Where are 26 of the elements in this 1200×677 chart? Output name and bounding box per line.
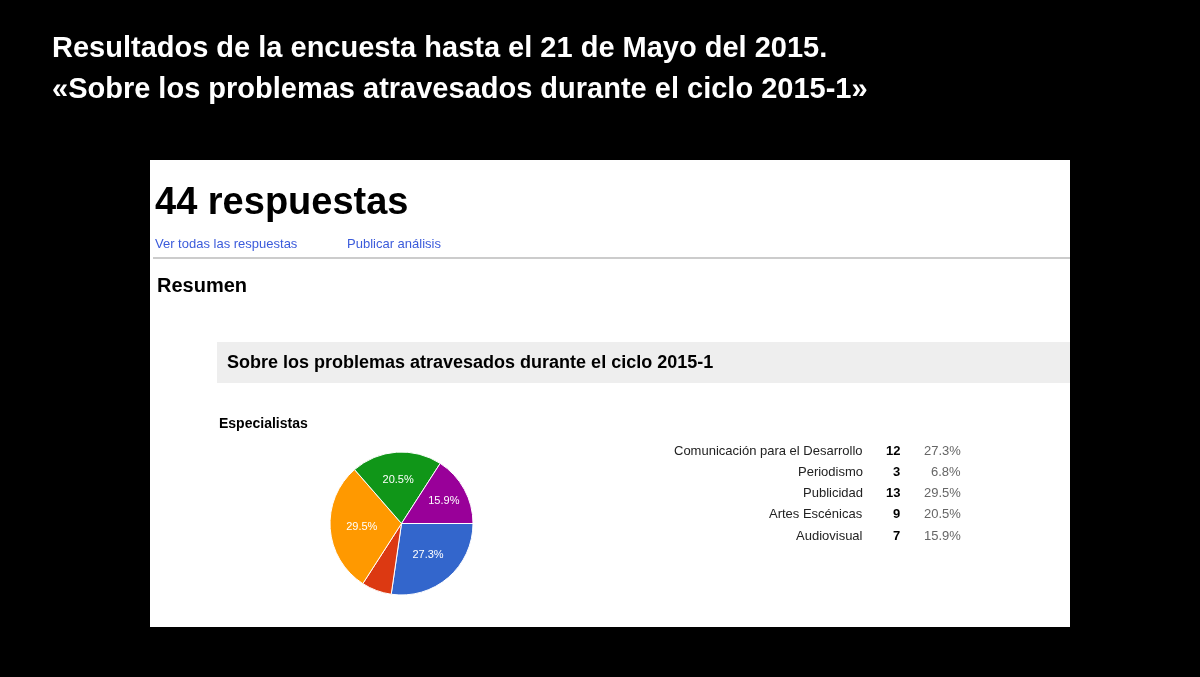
chart-subtitle: Especialistas: [219, 415, 308, 431]
text: 29.5%: [924, 485, 962, 500]
category-label: Artes Escénicas: [769, 506, 863, 521]
text: 13: [886, 485, 901, 500]
category-label: Comunicación para el Desarrollo: [674, 443, 863, 458]
category-label: Periodismo: [798, 464, 864, 479]
text: 9: [893, 506, 901, 521]
text: 20.5%: [924, 506, 962, 521]
text: 27.3%: [924, 443, 962, 458]
category-label: Audiovisual: [796, 528, 863, 543]
category-label: Publicidad: [803, 485, 863, 500]
text: 44 respuestas: [155, 180, 409, 222]
text: Resumen: [157, 274, 248, 296]
text: 15.9%: [924, 528, 962, 543]
data-label: 20.5%: [382, 472, 414, 485]
chart-title: Resultados de la encuesta hasta el 21 de Mayo del 2015. «Sobre los problemas atravesados durante el ciclo 2015-1»: [52, 31, 868, 104]
text: Ver todas las respuestas: [155, 236, 298, 251]
data-label: 29.5%: [346, 520, 378, 533]
text: 3: [893, 464, 901, 479]
text: 12: [886, 443, 901, 458]
text: 7: [893, 528, 901, 543]
data-label: 15.9%: [428, 494, 460, 507]
data-label: 27.3%: [412, 548, 444, 561]
text: Publicar análisis: [347, 236, 442, 251]
text: Sobre los problemas atravesados durante el ciclo 2015-1: [227, 352, 714, 372]
text: 6.8%: [931, 464, 962, 479]
